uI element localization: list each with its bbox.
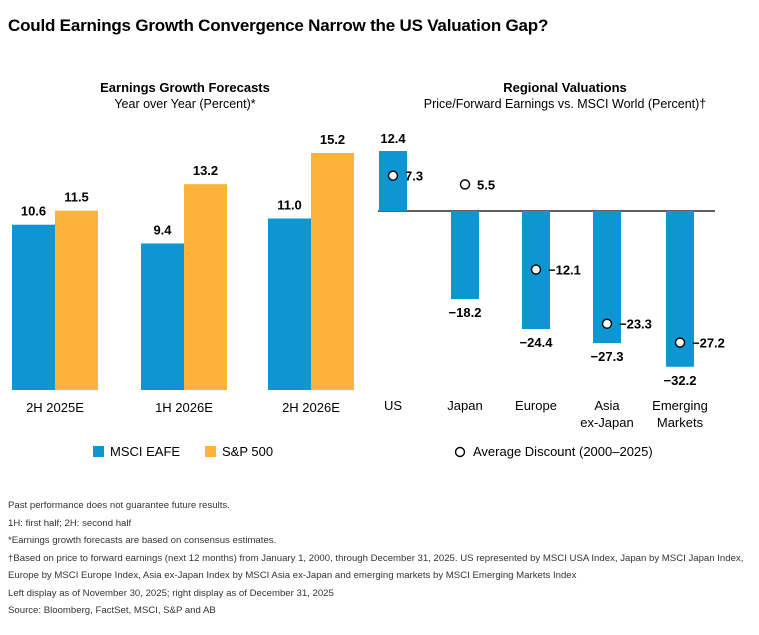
bar-msci-eafe-0 [12, 224, 55, 390]
legend-swatch-sp500 [205, 446, 216, 457]
legend-label-sp500: S&P 500 [222, 444, 273, 459]
avg-discount-marker-4 [674, 337, 686, 348]
region-label-4-1: Markets [657, 415, 704, 430]
legend-label-msci-eafe: MSCI EAFE [110, 444, 180, 459]
footnote-halves: 1H: first half; 2H: second half [8, 517, 132, 529]
avg-discount-marker-1 [459, 179, 471, 190]
bar-label-sp500-2: 15.2 [320, 132, 345, 147]
avg-discount-label-2: −12.1 [548, 263, 581, 278]
legend-label-avg-discount: Average Discount (2000–2025) [473, 444, 653, 459]
region-label-2-0: Europe [515, 398, 557, 413]
footnote-methodology: †Based on price to forward earnings (nex… [8, 552, 744, 582]
legend-marker-avg-discount [454, 446, 466, 458]
regional-valuations-chart: 12.4 7.3 US −18.2 5.5 Japan −24.4 −12.1 Europe −2… [378, 131, 725, 430]
category-label-0: 2H 2025E [26, 400, 84, 415]
region-label-3-0: Asia [594, 398, 620, 413]
charts-canvas: 10.6 11.5 2H 2025E 9.4 13.2 1H 2026E 11.0 15.2 2… [12, 131, 725, 459]
bar-label-msci-eafe-0: 10.6 [21, 204, 46, 219]
legends: MSCI EAFE S&P 500 Average Discount (2000–2… [93, 444, 653, 459]
footnotes: Past performance does not guarantee futu… [8, 497, 753, 620]
valuation-label-1: −18.2 [449, 305, 482, 320]
region-label-1-0: Japan [447, 398, 482, 413]
bar-sp500-2 [311, 153, 354, 390]
earnings-growth-chart: 10.6 11.5 2H 2025E 9.4 13.2 1H 2026E 11.0 15.2 2… [12, 132, 354, 415]
valuation-bar-1 [451, 211, 479, 300]
region-label-3-1: ex-Japan [580, 415, 633, 430]
bar-label-msci-eafe-1: 9.4 [153, 222, 172, 237]
valuation-label-0: 12.4 [380, 131, 406, 146]
region-label-4-0: Emerging [652, 398, 708, 413]
valuation-label-3: −27.3 [591, 349, 624, 364]
left-chart-title: Earnings Growth Forecasts [100, 80, 270, 95]
valuation-label-4: −32.2 [664, 373, 697, 388]
bar-label-sp500-0: 11.5 [64, 190, 89, 205]
bar-label-msci-eafe-2: 11.0 [277, 197, 302, 212]
bar-msci-eafe-1 [141, 243, 184, 390]
avg-discount-label-3: −23.3 [619, 317, 652, 332]
avg-discount-marker-2 [530, 264, 542, 275]
avg-discount-label-1: 5.5 [477, 177, 495, 192]
bar-msci-eafe-2 [268, 218, 311, 390]
bar-sp500-0 [55, 210, 98, 390]
bar-sp500-1 [184, 184, 227, 390]
avg-discount-marker-0 [387, 170, 399, 181]
avg-discount-label-0: 7.3 [405, 169, 423, 184]
category-label-2: 2H 2026E [282, 400, 340, 415]
footnote-source: Source: Bloomberg, FactSet, MSCI, S&P an… [8, 605, 216, 616]
valuation-bar-0 [379, 151, 407, 211]
avg-discount-label-4: −27.2 [692, 336, 725, 351]
legend-swatch-msci-eafe [93, 446, 104, 457]
right-chart-subtitle: Price/Forward Earnings vs. MSCI World (P… [423, 97, 707, 111]
footnote-dates: Left display as of November 30, 2025; ri… [8, 587, 334, 599]
category-label-1: 1H 2026E [155, 400, 213, 415]
page-title: Could Earnings Growth Convergence Narrow… [8, 16, 549, 35]
footnote-performance: Past performance does not guarantee futu… [8, 500, 230, 511]
bar-label-sp500-1: 13.2 [193, 163, 218, 178]
left-chart-subtitle: Year over Year (Percent)* [114, 97, 256, 111]
right-chart-title: Regional Valuations [503, 80, 627, 95]
footnote-consensus: *Earnings growth forecasts are based on … [8, 535, 277, 546]
avg-discount-marker-3 [601, 318, 613, 329]
valuation-label-2: −24.4 [520, 335, 554, 350]
region-label-0-0: US [384, 398, 402, 413]
